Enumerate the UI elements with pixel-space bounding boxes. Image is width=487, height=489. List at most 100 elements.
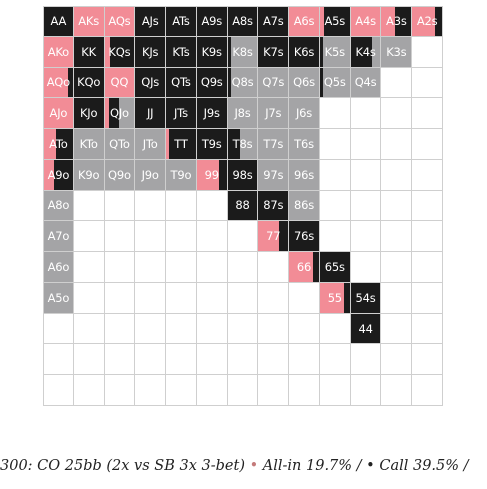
hand-cell xyxy=(258,314,289,345)
allin-legend-dot: • xyxy=(250,458,259,474)
hand-cell xyxy=(105,221,136,252)
hand-cell: JJ xyxy=(135,98,166,129)
hand-cell xyxy=(381,375,412,406)
hand-label: A6o xyxy=(44,252,73,282)
hand-label: A6s xyxy=(289,7,319,36)
hand-label: K5s xyxy=(320,37,350,67)
hand-cell xyxy=(381,160,412,191)
hand-cell xyxy=(228,252,259,283)
hand-label: KQo xyxy=(74,68,104,98)
hand-label: AQs xyxy=(105,7,135,36)
hand-cell xyxy=(74,344,105,375)
hand-label: ATo xyxy=(44,129,73,159)
hand-label: K8s xyxy=(228,37,258,67)
hand-cell xyxy=(289,375,320,406)
hand-cell xyxy=(320,221,351,252)
hand-cell xyxy=(74,375,105,406)
hand-cell: A2s xyxy=(412,6,443,37)
hand-label: 76s xyxy=(289,221,319,251)
hand-cell xyxy=(320,375,351,406)
hand-cell: Q5s xyxy=(320,68,351,99)
hand-label: 87s xyxy=(258,191,288,221)
hand-cell: K7s xyxy=(258,37,289,68)
caption-prefix: 300: CO 25bb (2x vs SB 3x 3-bet) xyxy=(0,458,245,474)
hand-cell xyxy=(74,283,105,314)
hand-label: KTo xyxy=(74,129,104,159)
hand-cell xyxy=(412,68,443,99)
hand-cell: 88 xyxy=(228,191,259,222)
hand-label: AJs xyxy=(135,7,165,36)
hand-label: T8s xyxy=(228,129,258,159)
hand-label: A2s xyxy=(412,7,442,36)
hand-label: 97s xyxy=(258,160,288,190)
hand-cell: T7s xyxy=(258,129,289,160)
hand-label: 98s xyxy=(228,160,258,190)
hand-label: Q5s xyxy=(320,68,350,98)
hand-cell: A3s xyxy=(381,6,412,37)
hand-cell xyxy=(197,344,228,375)
hand-label: A8s xyxy=(228,7,258,36)
hand-label: J9o xyxy=(135,160,165,190)
hand-cell xyxy=(320,191,351,222)
hand-cell xyxy=(351,375,382,406)
hand-cell xyxy=(135,375,166,406)
hand-label: A7s xyxy=(258,7,288,36)
hand-cell: KTs xyxy=(166,37,197,68)
hand-cell: Q6s xyxy=(289,68,320,99)
hand-cell: QTs xyxy=(166,68,197,99)
hand-cell xyxy=(43,314,74,345)
hand-cell: J9o xyxy=(135,160,166,191)
hand-label: 88 xyxy=(228,191,258,221)
hand-cell xyxy=(43,375,74,406)
hand-cell xyxy=(381,344,412,375)
hand-cell xyxy=(320,98,351,129)
hand-cell: T6s xyxy=(289,129,320,160)
hand-label: 77 xyxy=(258,221,288,251)
hand-cell: Q9s xyxy=(197,68,228,99)
hand-cell xyxy=(351,344,382,375)
hand-cell: J7s xyxy=(258,98,289,129)
hand-label: K3s xyxy=(381,37,411,67)
hand-cell: A7o xyxy=(43,221,74,252)
hand-label: AQo xyxy=(44,68,73,98)
hand-cell xyxy=(166,283,197,314)
hand-label: KQs xyxy=(105,37,135,67)
hand-cell xyxy=(135,314,166,345)
hand-cell: JTs xyxy=(166,98,197,129)
hand-label: J6s xyxy=(289,98,319,128)
hand-cell xyxy=(197,283,228,314)
hand-label: A5s xyxy=(320,7,350,36)
hand-label: QTo xyxy=(105,129,135,159)
hand-cell xyxy=(289,283,320,314)
hand-label: JTs xyxy=(166,98,196,128)
hand-label: KJs xyxy=(135,37,165,67)
hand-cell xyxy=(197,375,228,406)
hand-label: K6s xyxy=(289,37,319,67)
hand-cell xyxy=(135,191,166,222)
hand-cell xyxy=(135,221,166,252)
hand-label: T7s xyxy=(258,129,288,159)
hand-cell xyxy=(412,37,443,68)
hand-cell xyxy=(74,314,105,345)
hand-cell xyxy=(166,191,197,222)
hand-cell xyxy=(197,252,228,283)
hand-label: A9s xyxy=(197,7,227,36)
hand-cell: 96s xyxy=(289,160,320,191)
hand-cell: A6o xyxy=(43,252,74,283)
hand-cell xyxy=(351,129,382,160)
hand-cell: J9s xyxy=(197,98,228,129)
hand-cell: ATs xyxy=(166,6,197,37)
hand-cell xyxy=(166,344,197,375)
allin-legend-text: All-in 19.7% / xyxy=(263,458,362,474)
hand-cell xyxy=(228,344,259,375)
hand-cell xyxy=(289,344,320,375)
hand-cell xyxy=(412,314,443,345)
hand-cell xyxy=(412,129,443,160)
hand-label: AKs xyxy=(74,7,104,36)
hand-label: QJs xyxy=(135,68,165,98)
hand-cell: KQs xyxy=(105,37,136,68)
hand-cell xyxy=(228,314,259,345)
hand-cell: J6s xyxy=(289,98,320,129)
hand-label: Q6s xyxy=(289,68,319,98)
hand-cell: J8s xyxy=(228,98,259,129)
